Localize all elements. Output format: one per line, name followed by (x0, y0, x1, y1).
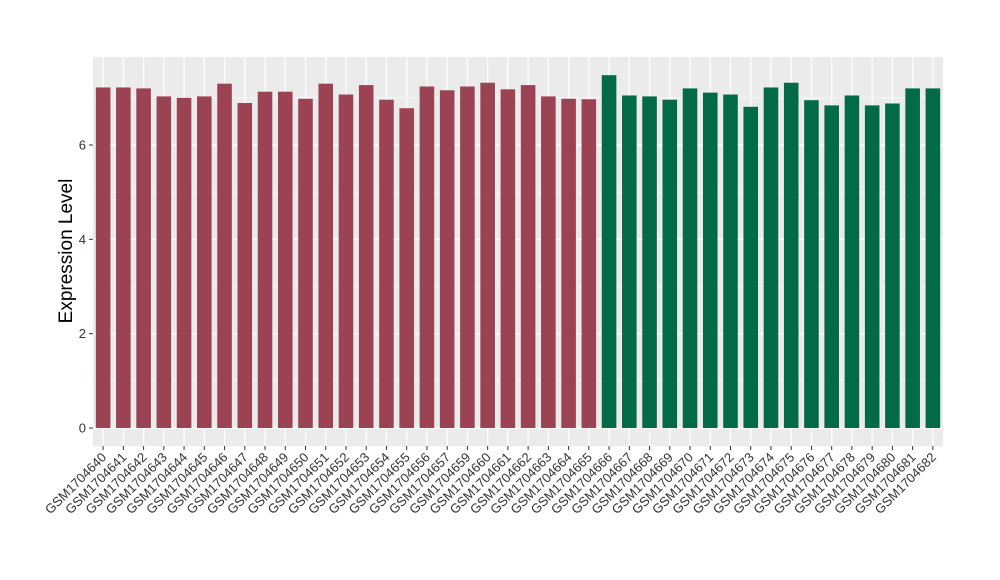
bar-GSM1704662 (520, 85, 536, 429)
y-tick-label: 6 (79, 138, 86, 153)
bar-GSM1704645 (197, 96, 212, 428)
bar-GSM1704655 (399, 108, 414, 429)
plot-panel (93, 57, 943, 446)
bar-GSM1704665 (581, 99, 597, 428)
y-axis: 0 2 4 6 (79, 138, 93, 436)
bar-GSM1704677 (824, 105, 839, 428)
bar-GSM1704646 (217, 83, 232, 428)
bar-GSM1704652 (338, 94, 354, 428)
bar-GSM1704679 (864, 105, 880, 428)
bar-GSM1704664 (561, 98, 576, 428)
bar-GSM1704671 (702, 92, 718, 429)
bar-GSM1704676 (804, 100, 819, 429)
bar-GSM1704659 (460, 86, 475, 428)
bar-GSM1704649 (277, 91, 293, 429)
bar-GSM1704682 (925, 88, 941, 429)
bar-GSM1704661 (500, 89, 516, 429)
bar-GSM1704670 (682, 88, 698, 429)
bar-GSM1704657 (439, 90, 455, 428)
bar-GSM1704674 (763, 87, 779, 428)
bar-GSM1704668 (642, 96, 657, 428)
bar-GSM1704644 (176, 97, 192, 428)
bar-GSM1704650 (298, 98, 313, 428)
y-tick-label: 0 (79, 421, 86, 436)
bars (95, 75, 941, 429)
bar-GSM1704678 (844, 95, 860, 428)
y-tick-label: 2 (79, 326, 86, 341)
bar-GSM1704680 (885, 103, 900, 428)
bar-GSM1704653 (358, 85, 374, 429)
bar-GSM1704643 (156, 96, 172, 428)
bar-GSM1704640 (95, 87, 111, 428)
bar-GSM1704660 (480, 82, 495, 429)
bar-GSM1704675 (783, 82, 799, 429)
bar-GSM1704681 (905, 88, 920, 429)
bar-GSM1704669 (662, 99, 678, 428)
bar-GSM1704641 (116, 87, 131, 428)
bar-GSM1704666 (601, 75, 617, 429)
bar-GSM1704647 (237, 103, 253, 428)
bar-GSM1704672 (723, 94, 738, 428)
x-axis: GSM1704640GSM1704641GSM1704642GSM1704643… (42, 446, 939, 517)
bar-GSM1704642 (136, 88, 151, 429)
bar-GSM1704651 (318, 83, 334, 428)
bar-GSM1704648 (257, 91, 273, 429)
bar-GSM1704656 (419, 86, 435, 428)
y-tick-label: 4 (79, 232, 86, 247)
bar-GSM1704673 (743, 106, 759, 429)
y-axis-title: Expression Level (56, 179, 77, 324)
bar-GSM1704667 (622, 95, 637, 428)
bar-GSM1704654 (379, 99, 394, 428)
bar-GSM1704663 (541, 96, 556, 428)
